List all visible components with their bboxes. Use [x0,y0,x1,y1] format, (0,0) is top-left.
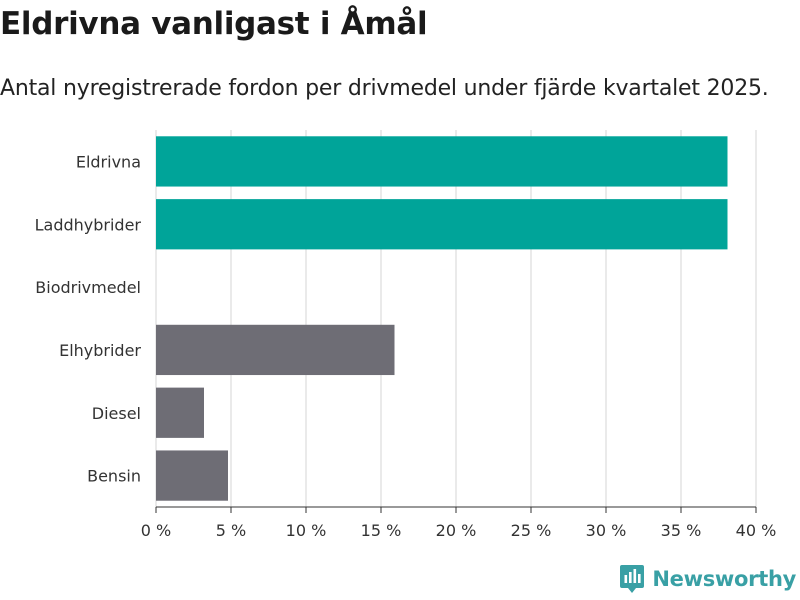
x-tick-label: 15 % [361,521,402,540]
bar-laddhybrider [156,199,728,250]
category-labels: Eldrivna Laddhybrider Biodrivmedel Elhybrid… [35,152,142,485]
x-tick-label: 10 % [286,521,327,540]
x-tick-label: 5 % [216,521,246,540]
bar-bensin [156,450,228,501]
bar-chart-badge-icon [620,565,645,593]
x-axis: 0 % 5 % 10 % 15 % 20 % 25 % 30 % 35 % 40 % [141,506,777,540]
bar-elhybrider [156,324,395,376]
x-tick-label: 30 % [586,521,627,540]
chart-title: Eldrivna vanligast i Åmål [0,6,428,42]
x-tick-label: 20 % [436,521,477,540]
bar-eldrivna [156,136,728,187]
bar-layer [156,136,728,501]
category-label: Bensin [87,467,141,486]
x-tick-label: 35 % [661,521,702,540]
category-label: Elhybrider [59,341,141,360]
grid-layer [155,130,757,507]
brand-name: Newsworthy [652,567,796,591]
x-tick-label: 25 % [511,521,552,540]
x-tick-label: 40 % [736,521,777,540]
bar-diesel [156,387,204,438]
newsworthy-logo: Newsworthy [619,564,796,594]
x-tick-label: 0 % [141,521,171,540]
category-label: Diesel [92,404,141,423]
category-label: Laddhybrider [35,215,142,234]
chart-subtitle: Antal nyregistrerade fordon per drivmede… [0,76,769,101]
category-label: Biodrivmedel [35,278,141,297]
category-label: Eldrivna [76,152,141,171]
